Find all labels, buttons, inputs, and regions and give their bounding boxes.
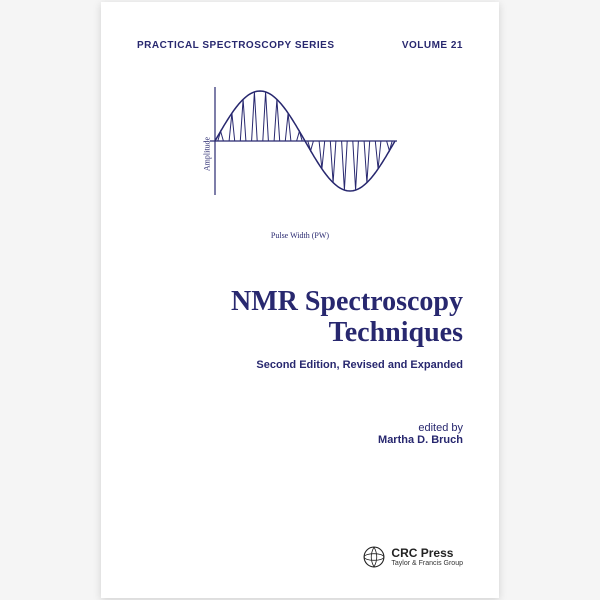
title-line-1: NMR Spectroscopy xyxy=(231,286,463,317)
main-title: NMR Spectroscopy Techniques xyxy=(231,287,463,349)
pulse-diagram-svg xyxy=(200,81,400,201)
y-axis-label: Amplitude xyxy=(203,136,212,170)
series-name: PRACTICAL SPECTROSCOPY SERIES xyxy=(137,40,335,51)
publisher-text: CRC Press Taylor & Francis Group xyxy=(391,547,463,567)
title-line-2: Techniques xyxy=(329,317,463,348)
series-header: PRACTICAL SPECTROSCOPY SERIES VOLUME 21 xyxy=(137,40,463,51)
title-block: NMR Spectroscopy Techniques Second Editi… xyxy=(231,287,463,371)
editor-name: Martha D. Bruch xyxy=(378,434,463,446)
series-volume: VOLUME 21 xyxy=(402,40,463,51)
editor-block: edited by Martha D. Bruch xyxy=(378,422,463,446)
x-axis-label: Pulse Width (PW) xyxy=(271,231,329,240)
subtitle: Second Edition, Revised and Expanded xyxy=(231,359,463,371)
nmr-diagram: Amplitude Pulse Width (PW) xyxy=(200,81,400,226)
book-cover: PRACTICAL SPECTROSCOPY SERIES VOLUME 21 … xyxy=(101,2,499,598)
publisher-block: CRC Press Taylor & Francis Group xyxy=(363,546,463,568)
publisher-tagline: Taylor & Francis Group xyxy=(391,560,463,567)
editor-prefix: edited by xyxy=(378,422,463,434)
publisher-logo-icon xyxy=(363,546,385,568)
publisher-name: CRC Press xyxy=(391,547,463,560)
